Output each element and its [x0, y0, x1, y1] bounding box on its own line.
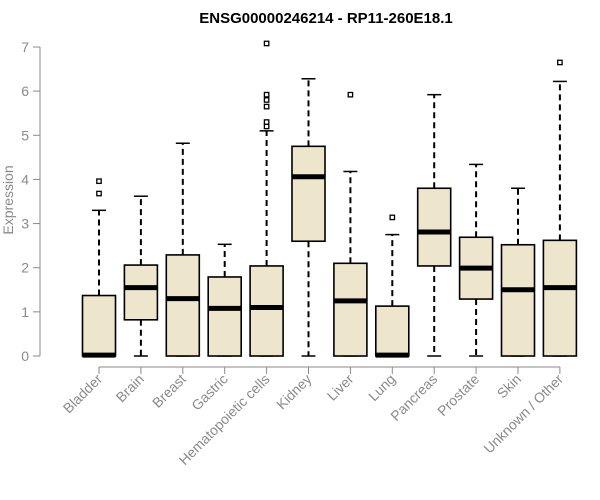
iqr-box [374, 305, 410, 357]
box-group [249, 40, 284, 357]
chart-title: ENSG00000246214 - RP11-260E18.1 [199, 10, 453, 27]
x-tick-label: Bladder [60, 371, 106, 417]
y-tick-label: 6 [21, 83, 29, 99]
box-group [416, 93, 452, 357]
outlier-point [96, 178, 102, 185]
x-tick-label: Skin [494, 371, 525, 402]
iqr-box [123, 264, 159, 321]
outlier-point [263, 119, 270, 125]
outlier-point [263, 91, 270, 98]
box-group [542, 59, 578, 357]
y-axis-label: Expression [0, 165, 16, 234]
outlier-point [96, 190, 102, 197]
box-group [81, 178, 117, 358]
x-tick-label: Breast [149, 371, 189, 411]
y-tick-label: 3 [21, 216, 29, 232]
boxes-layer [81, 40, 578, 358]
x-tick-label: Kidney [273, 371, 315, 413]
outlier-point [263, 103, 270, 110]
y-tick-label: 2 [21, 260, 29, 276]
x-tick-label: Lung [365, 371, 398, 404]
y-tick-label: 0 [21, 348, 29, 364]
box-group [458, 163, 494, 357]
x-tick-label: Pancreas [387, 371, 440, 424]
x-tick-label: Liver [324, 371, 357, 404]
box-group [500, 187, 536, 357]
x-tick-label: Brain [113, 371, 147, 405]
outlier-point [263, 97, 270, 103]
outlier-point [263, 123, 270, 130]
iqr-box [249, 265, 284, 357]
iqr-box [542, 239, 578, 357]
x-tick-label: Unknown / Other [480, 371, 566, 457]
box-group [123, 195, 159, 357]
x-tick-label: Prostate [434, 371, 482, 419]
box-group [207, 243, 242, 357]
box-group [333, 91, 368, 357]
y-axis: 0 1 2 3 4 5 6 7 [21, 39, 41, 364]
box-group [374, 214, 410, 358]
y-tick-label: 7 [21, 39, 29, 55]
iqr-box [291, 145, 326, 243]
y-tick-label: 5 [21, 127, 29, 143]
iqr-box [416, 187, 452, 267]
iqr-box [500, 243, 536, 357]
y-tick-label: 4 [21, 171, 29, 187]
box-group [291, 78, 326, 357]
outlier-point [389, 214, 396, 221]
outlier-point [557, 59, 563, 66]
outlier-point [347, 91, 354, 98]
iqr-box [207, 276, 242, 357]
outlier-point [263, 40, 270, 47]
box-group [165, 142, 201, 357]
iqr-box [333, 262, 368, 357]
iqr-box [165, 254, 201, 357]
iqr-box [81, 294, 117, 357]
y-tick-label: 1 [21, 304, 29, 320]
